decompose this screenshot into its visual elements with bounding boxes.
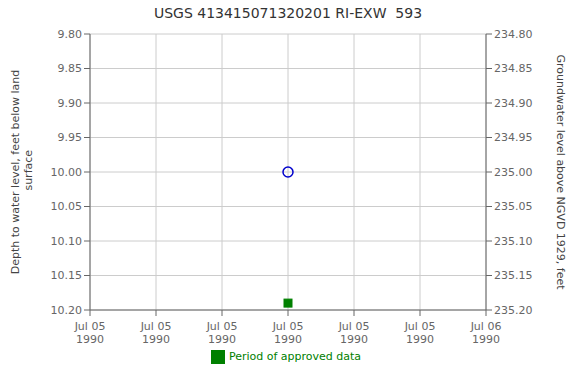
svg-text:234.80: 234.80 [494, 28, 533, 41]
svg-text:10.20: 10.20 [51, 304, 83, 317]
svg-text:Jul 051990: Jul 051990 [404, 320, 436, 346]
svg-text:10.10: 10.10 [51, 235, 83, 248]
svg-text:234.85: 234.85 [494, 62, 533, 75]
svg-text:10.00: 10.00 [51, 166, 83, 179]
svg-text:Jul 061990: Jul 061990 [470, 320, 502, 346]
svg-text:234.90: 234.90 [494, 97, 533, 110]
svg-text:Jul 051990: Jul 051990 [206, 320, 238, 346]
svg-text:10.05: 10.05 [51, 200, 83, 213]
svg-text:Jul 051990: Jul 051990 [140, 320, 172, 346]
svg-text:235.05: 235.05 [494, 200, 533, 213]
svg-text:Jul 051990: Jul 051990 [74, 320, 106, 346]
svg-text:235.20: 235.20 [494, 304, 533, 317]
svg-text:Jul 051990: Jul 051990 [338, 320, 370, 346]
svg-text:10.15: 10.15 [51, 269, 83, 282]
svg-text:9.90: 9.90 [58, 97, 83, 110]
svg-text:9.95: 9.95 [58, 131, 83, 144]
svg-text:235.00: 235.00 [494, 166, 533, 179]
svg-text:9.85: 9.85 [58, 62, 83, 75]
svg-text:Jul 051990: Jul 051990 [272, 320, 304, 346]
html-text:Period of approved data: Period of approved data [228, 350, 362, 363]
html-text:Groundwater level above NGVD 1: Groundwater level above NGVD 1929, feet [553, 54, 567, 290]
svg-text:235.10: 235.10 [494, 235, 533, 248]
svg-text:235.15: 235.15 [494, 269, 533, 282]
html-text:USGS 413415071320201 RI-EXW 59: USGS 413415071320201 RI-EXW 593 [153, 5, 423, 21]
svg-text:234.95: 234.95 [494, 131, 533, 144]
svg-text:9.80: 9.80 [58, 28, 83, 41]
html-text:Depth to water level, feet bel: Depth to water level, feet below land su… [9, 69, 35, 275]
